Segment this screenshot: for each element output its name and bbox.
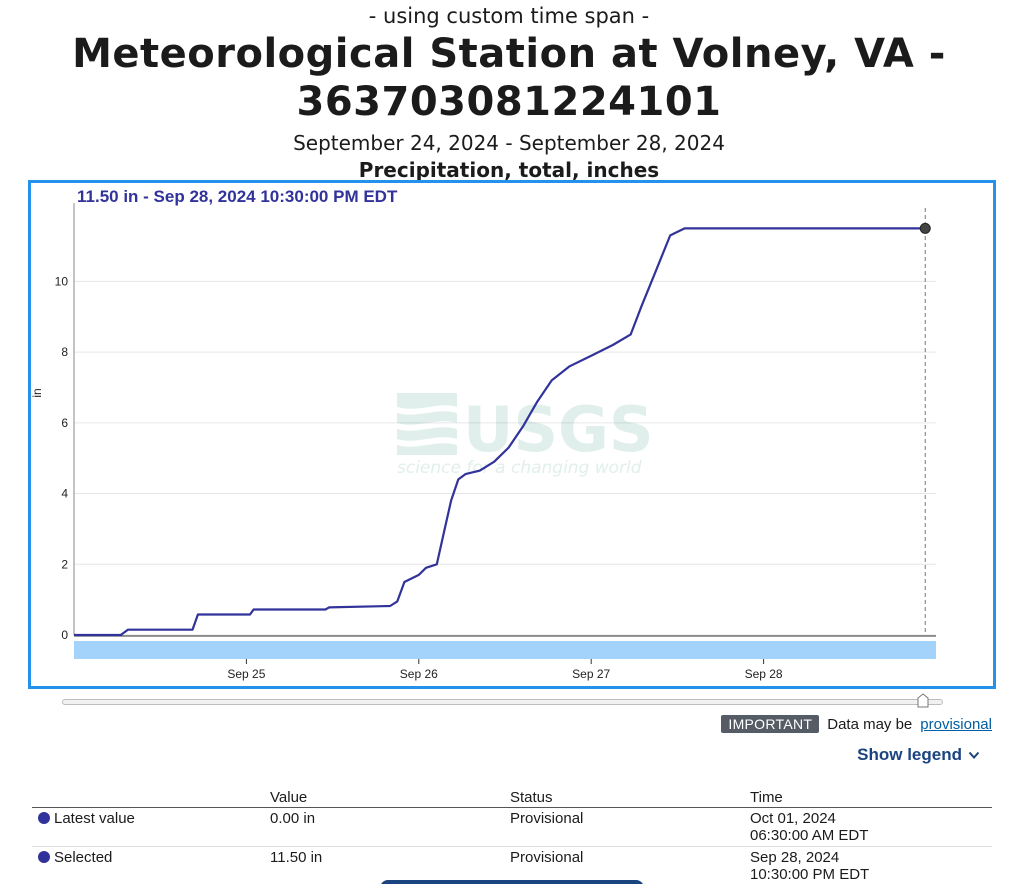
bottom-action-bar[interactable] (380, 880, 644, 884)
time-slider-handle[interactable] (917, 693, 929, 708)
usgs-watermark: USGS science for a changing world (397, 393, 654, 478)
values-table: Value Status Time Latest value 0.00 in P… (32, 788, 992, 884)
series-dot (38, 851, 50, 863)
row-time-clock: 06:30:00 AM EDT (750, 827, 869, 844)
page-title: Meteorological Station at Volney, VA - 3… (72, 31, 946, 125)
usgs-wave-icon (397, 393, 457, 455)
show-legend-button[interactable]: Show legend (857, 745, 980, 765)
x-tick-label: Sep 28 (745, 667, 783, 681)
row-time-date: Oct 01, 2024 (750, 810, 836, 827)
y-tick-label: 0 (61, 628, 68, 642)
y-tick-label: 2 (61, 557, 68, 571)
selected-point-marker[interactable] (919, 222, 931, 234)
x-tick-label: Sep 26 (400, 667, 438, 681)
table-header-status: Status (510, 788, 750, 808)
brush-band (74, 641, 936, 659)
table-row: Latest value 0.00 in Provisional Oct 01,… (32, 807, 992, 847)
table-header-label (32, 788, 270, 808)
time-slider-track[interactable] (62, 699, 943, 705)
hydrograph-chart[interactable]: USGS science for a changing world 0 2 4 6 8 1… (31, 183, 993, 686)
x-tick-label: Sep 27 (572, 667, 610, 681)
provisional-link[interactable]: provisional (920, 715, 992, 733)
row-status: Provisional (510, 807, 750, 847)
x-tick-label: Sep 25 (227, 667, 265, 681)
chart-frame[interactable]: USGS science for a changing world 0 2 4 6 8 1… (28, 180, 996, 689)
table-header-row: Value Status Time (32, 788, 992, 808)
row-label: Selected (54, 849, 113, 866)
chevron-down-icon (968, 751, 980, 759)
table-header-value: Value (270, 788, 510, 808)
y-axis-label: in (31, 388, 44, 397)
y-tick-label: 6 (61, 416, 68, 430)
important-badge: IMPORTANT (721, 715, 820, 733)
row-label: Latest value (54, 810, 135, 827)
row-value: 11.50 in (270, 846, 510, 884)
y-tick-label: 4 (61, 487, 68, 501)
precipitation-series-line (74, 227, 926, 637)
parameter-title: Precipitation, total, inches (358, 158, 660, 182)
watermark-tagline: science for a changing world (397, 458, 642, 478)
series-dot (38, 812, 50, 824)
row-time-date: Sep 28, 2024 (750, 849, 840, 866)
y-tick-label: 8 (61, 345, 68, 359)
tooltip-text: 11.50 in - Sep 28, 2024 10:30:00 PM EDT (77, 187, 398, 206)
y-tick-label: 10 (55, 274, 69, 288)
time-span-note: - using custom time span - (368, 4, 650, 28)
watermark-logo: USGS (463, 393, 654, 466)
row-value: 0.00 in (270, 807, 510, 847)
row-time-clock: 10:30:00 PM EDT (750, 866, 870, 883)
row-status: Provisional (510, 846, 750, 884)
show-legend-label: Show legend (857, 745, 962, 764)
notice-text: Data may be (827, 715, 913, 733)
table-row: Selected 11.50 in Provisional Sep 28, 20… (32, 846, 992, 884)
table-header-time: Time (750, 788, 992, 808)
provisional-notice: IMPORTANT Data may be provisional (721, 714, 992, 734)
date-range: September 24, 2024 - September 28, 2024 (293, 131, 725, 155)
